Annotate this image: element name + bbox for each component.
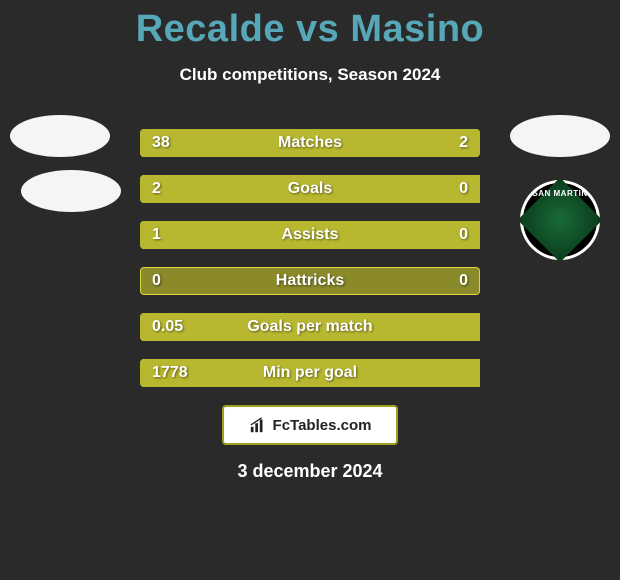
- stat-label: Goals: [288, 180, 332, 198]
- team-badge-label: SAN MARTIN: [532, 189, 587, 198]
- player-avatar-left-2: [21, 170, 121, 212]
- comparison-bars: Matches382Goals20Assists10Hattricks00Goa…: [140, 129, 480, 387]
- chart-icon: [249, 416, 267, 434]
- bar-right-fill: [409, 129, 480, 157]
- stat-value-left: 2: [152, 180, 161, 198]
- site-logo-text: FcTables.com: [273, 417, 372, 434]
- stat-row: Goals per match 0.05: [140, 313, 480, 341]
- stat-row: Min per goal 1778: [140, 359, 480, 387]
- site-logo: FcTables.com: [222, 405, 398, 445]
- stat-label: Matches: [278, 134, 342, 152]
- stat-value-right: 0: [459, 180, 468, 198]
- stat-value-right: 0: [459, 272, 468, 290]
- stat-value-left: 0.05: [152, 318, 183, 336]
- stat-label: Goals per match: [247, 318, 372, 336]
- stat-value-right: 2: [459, 134, 468, 152]
- stat-value-left: 1778: [152, 364, 188, 382]
- stat-row: Goals 2 0: [140, 175, 480, 203]
- stat-label: Min per goal: [263, 364, 357, 382]
- subtitle: Club competitions, Season 2024: [0, 65, 620, 85]
- stat-label: Assists: [282, 226, 339, 244]
- stat-value-left: 38: [152, 134, 170, 152]
- page-title: Recalde vs Masino: [0, 0, 620, 51]
- stat-value-right: 0: [459, 226, 468, 244]
- stat-row: Assists 1 0: [140, 221, 480, 249]
- stat-value-left: 1: [152, 226, 161, 244]
- player-avatar-right: [510, 115, 610, 157]
- stat-label: Hattricks: [276, 272, 344, 290]
- bar-left-fill: [140, 129, 409, 157]
- date-label: 3 december 2024: [0, 461, 620, 482]
- stat-row: Hattricks 0 0: [140, 267, 480, 295]
- player-avatar-left: [10, 115, 110, 157]
- team-badge-right: SAN MARTIN: [520, 180, 600, 260]
- stat-value-left: 0: [152, 272, 161, 290]
- stat-row: Matches 38 2: [140, 129, 480, 157]
